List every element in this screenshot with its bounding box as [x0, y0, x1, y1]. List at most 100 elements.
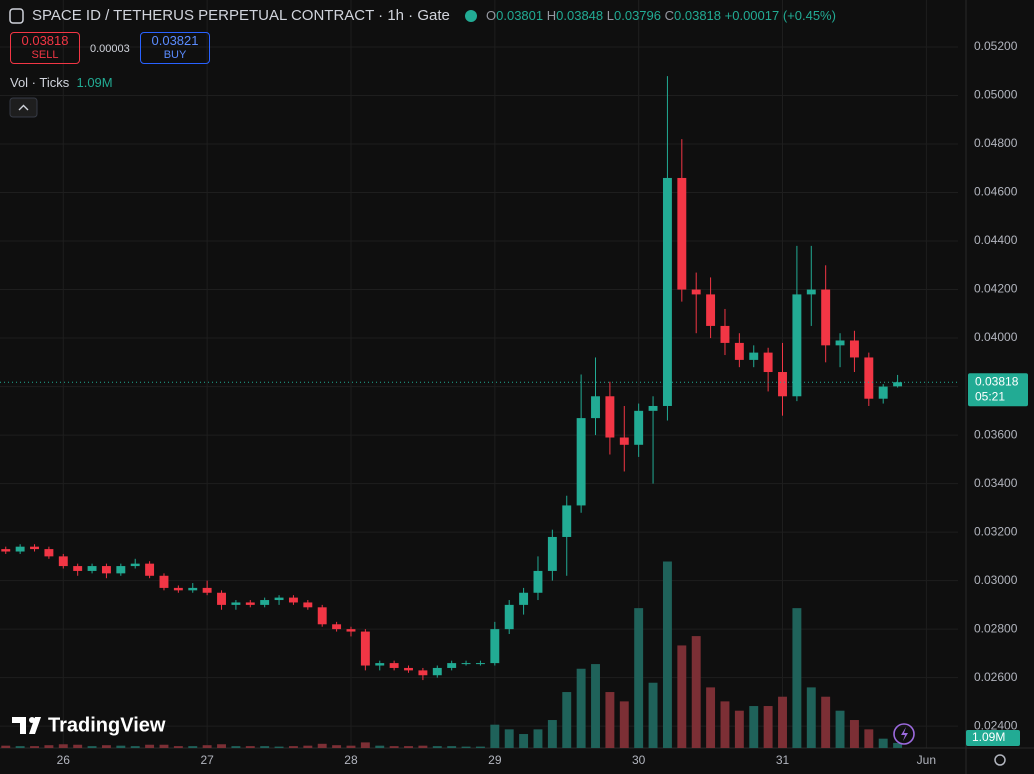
volume-bar [404, 746, 413, 748]
volume-bar [130, 746, 140, 748]
candle-body [878, 386, 888, 399]
sell-label: SELL [31, 49, 59, 61]
volume-tag-label: 1.09M [972, 730, 1005, 744]
ohlc-legend: O0.03801 H0.03848 L0.03796 C0.03818 +0.0… [486, 8, 836, 23]
collapse-button[interactable] [9, 97, 38, 118]
countdown: 05:21 [975, 389, 1005, 403]
volume-bar [116, 745, 126, 748]
y-tick-label: 0.04600 [974, 185, 1018, 199]
candle-body [87, 566, 97, 571]
sell-button[interactable]: 0.03818 SELL [10, 32, 80, 64]
volume-bar [87, 746, 97, 748]
ohlc-key: O [486, 8, 497, 23]
candle-body [734, 342, 744, 360]
volume-bar [547, 720, 557, 748]
volume-legend-title: Vol · Ticks [10, 75, 70, 90]
volume-bar [44, 745, 54, 748]
volume-bar [360, 742, 370, 748]
candle-body [389, 663, 399, 668]
volume-bar [288, 746, 298, 748]
lightning-button[interactable] [893, 723, 915, 745]
volume-bar [893, 742, 903, 748]
volume-bar [1, 745, 11, 748]
volume-bar [274, 746, 284, 748]
volume-bar [30, 746, 39, 748]
status-dot [465, 10, 477, 22]
logo-dot [29, 717, 35, 723]
y-tick-label: 0.02800 [974, 621, 1018, 635]
volume-bar [159, 744, 169, 748]
candle-body [217, 592, 226, 605]
buy-button[interactable]: 0.03821 BUY [140, 32, 210, 64]
candle-body [188, 587, 198, 591]
ohlc-value: 0.03796 [614, 8, 661, 23]
candle-body [864, 357, 874, 399]
candle-body [15, 546, 25, 552]
volume-bar [634, 608, 644, 748]
settings-icon[interactable] [994, 754, 1006, 766]
volume-bar [864, 729, 874, 748]
candle-body [145, 563, 155, 576]
candle-body [475, 663, 485, 665]
y-tick-label: 0.04000 [974, 330, 1018, 344]
volume-bar [619, 701, 629, 748]
y-tick-label: 0.05000 [974, 88, 1018, 102]
volume-bar [389, 746, 399, 748]
volume-bar [691, 636, 701, 748]
candle-body [447, 663, 457, 668]
candle-body [792, 294, 802, 397]
candle-body [576, 418, 586, 506]
volume-bar [245, 746, 255, 748]
candle-body [303, 602, 313, 608]
ohlc-value: 0.03848 [556, 8, 604, 23]
volume-bar [878, 738, 888, 748]
sell-price: 0.03818 [21, 33, 69, 48]
candle-body [677, 177, 687, 290]
candle-body [231, 602, 241, 605]
candle-body [173, 587, 183, 591]
volume-bar [749, 706, 759, 748]
y-tick-label: 0.03400 [974, 476, 1018, 490]
y-tick-label: 0.03000 [974, 573, 1018, 587]
volume-bar [447, 746, 457, 748]
ohlc-key: C [664, 8, 675, 23]
candle-body [893, 382, 903, 387]
volume-bar [418, 745, 428, 748]
candle-body [58, 556, 68, 567]
volume-bar [720, 701, 730, 748]
y-tick-label: 0.05200 [974, 39, 1018, 53]
volume-bar [806, 687, 816, 748]
candle-body [547, 536, 557, 571]
volume-bar [332, 745, 342, 748]
volume-bar [533, 729, 543, 748]
candle-body [662, 177, 672, 406]
x-tick-label: 29 [488, 753, 502, 767]
y-tick-label: 0.03600 [974, 427, 1018, 441]
candle-body [519, 592, 529, 605]
change: +0.00017 (+0.45%) [724, 8, 836, 23]
candle-body [101, 566, 111, 574]
volume-legend-value: 1.09M [76, 75, 113, 90]
candle-body [245, 602, 255, 605]
candle-body [1, 549, 11, 552]
y-tick-label: 0.04400 [974, 233, 1018, 247]
volume-bar [260, 746, 270, 748]
volume-bar [461, 746, 471, 748]
volume-bar [188, 746, 198, 748]
candle-body [634, 410, 644, 445]
candle-body [605, 396, 615, 438]
volume-bar [101, 745, 111, 748]
ohlc-value: 0.03818 [674, 8, 722, 23]
volume-legend: Vol · Ticks 1.09M [10, 75, 113, 90]
candle-body [202, 587, 212, 593]
candle-body [346, 629, 356, 632]
volume-bar [792, 608, 802, 748]
candle-body [317, 607, 327, 625]
volume-bar [375, 745, 385, 748]
volume-tag [966, 730, 1020, 746]
x-tick-label: 30 [632, 753, 646, 767]
x-tick-label: 27 [200, 753, 214, 767]
symbol-title: SPACE ID / TETHERUS PERPETUAL CONTRACT ·… [32, 7, 450, 24]
y-tick-label: 0.04200 [974, 282, 1018, 296]
